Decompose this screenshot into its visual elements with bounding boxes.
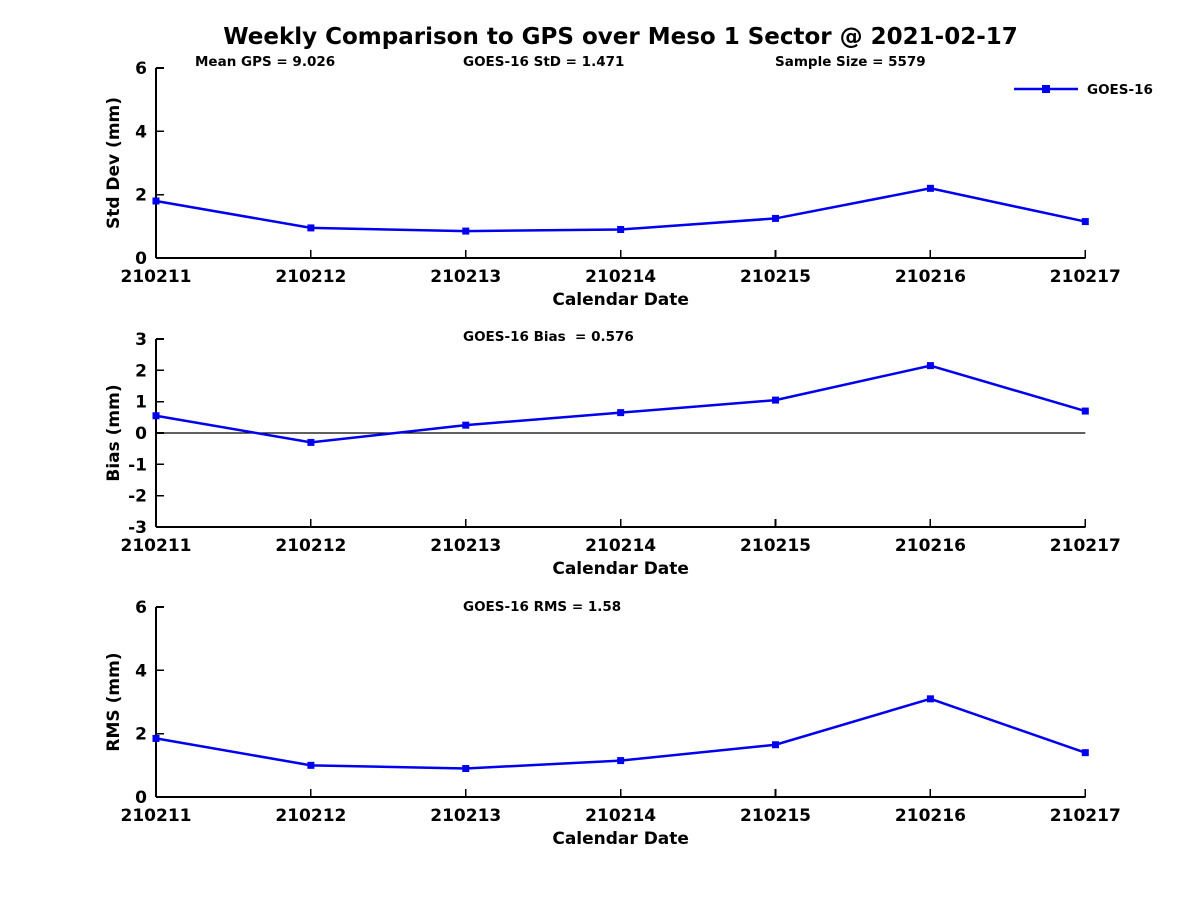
data-point-marker xyxy=(926,695,934,703)
data-point-marker xyxy=(617,409,625,417)
x-tick-label: 210216 xyxy=(895,267,966,287)
x-tick-label: 210216 xyxy=(895,806,966,826)
legend: GOES-16 xyxy=(1014,82,1153,98)
figure-title: Weekly Comparison to GPS over Meso 1 Sec… xyxy=(223,24,1018,50)
data-point-marker xyxy=(772,214,780,222)
y-tick-label: 0 xyxy=(135,424,147,444)
y-tick-label: -2 xyxy=(128,487,147,507)
x-tick-label: 210213 xyxy=(430,806,501,826)
data-point-marker xyxy=(152,412,160,420)
y-tick-label: 4 xyxy=(135,122,147,142)
data-point-marker xyxy=(462,421,470,429)
x-axis-label: Calendar Date xyxy=(552,829,689,849)
y-tick-label: 2 xyxy=(135,186,147,206)
x-tick-label: 210216 xyxy=(895,536,966,556)
x-tick-label: 210211 xyxy=(121,267,192,287)
x-tick-label: 210215 xyxy=(740,536,811,556)
x-tick-label: 210214 xyxy=(585,806,656,826)
y-tick-label: 2 xyxy=(135,361,147,381)
y-axis-label: RMS (mm) xyxy=(104,652,124,751)
x-tick-label: 210215 xyxy=(740,806,811,826)
y-tick-label: 6 xyxy=(135,59,147,79)
data-point-marker xyxy=(772,396,780,404)
data-point-marker xyxy=(307,438,315,446)
data-point-marker xyxy=(307,761,315,769)
x-tick-label: 210217 xyxy=(1050,267,1121,287)
y-axis-label: Bias (mm) xyxy=(104,384,124,481)
y-tick-label: 2 xyxy=(135,725,147,745)
data-point-marker xyxy=(152,734,160,742)
annotation-text: Sample Size = 5579 xyxy=(775,54,926,70)
y-tick-label: -3 xyxy=(128,518,147,538)
x-tick-label: 210213 xyxy=(430,536,501,556)
y-tick-label: 1 xyxy=(135,393,147,413)
y-tick-label: 0 xyxy=(135,788,147,808)
data-point-marker xyxy=(617,757,625,765)
annotation-text: GOES-16 RMS = 1.58 xyxy=(463,599,621,615)
annotation-text: Mean GPS = 9.026 xyxy=(195,54,335,70)
x-tick-label: 210212 xyxy=(275,536,346,556)
x-tick-label: 210217 xyxy=(1050,806,1121,826)
data-point-marker xyxy=(617,226,625,233)
x-tick-label: 210214 xyxy=(585,267,656,287)
x-tick-label: 210217 xyxy=(1050,536,1121,556)
legend-label: GOES-16 xyxy=(1087,82,1153,98)
x-tick-label: 210212 xyxy=(275,267,346,287)
data-point-marker xyxy=(462,765,470,772)
subplot-bias: -3 -2 -1 0 1 2 3 210211 210212 210213 210214 210215… xyxy=(104,329,1121,579)
data-point-marker xyxy=(1081,218,1089,226)
data-point-marker xyxy=(926,184,934,192)
x-tick-label: 210211 xyxy=(121,536,192,556)
x-tick-label: 210214 xyxy=(585,536,656,556)
data-point-marker xyxy=(1081,407,1089,415)
y-axis-label: Std Dev (mm) xyxy=(104,97,124,229)
y-tick-label: 3 xyxy=(135,330,147,350)
x-tick-label: 210211 xyxy=(121,806,192,826)
x-tick-label: 210212 xyxy=(275,806,346,826)
y-tick-label: 6 xyxy=(135,598,147,618)
legend-marker xyxy=(1042,85,1050,93)
data-point-marker xyxy=(307,224,315,232)
x-axis-label: Calendar Date xyxy=(552,290,689,310)
series-line-goes-16 xyxy=(155,364,1086,444)
data-point-marker xyxy=(1081,749,1089,757)
data-point-marker xyxy=(772,741,780,749)
x-tick-label: 210215 xyxy=(740,267,811,287)
subplot-std-dev: 0 2 4 6 210211 210212 210213 210214 210215 210216… xyxy=(104,54,1153,310)
series-line-goes-16 xyxy=(155,187,1086,233)
x-axis-label: Calendar Date xyxy=(552,559,689,579)
data-point-marker xyxy=(926,362,934,370)
y-tick-label: -1 xyxy=(128,455,147,475)
data-point-marker xyxy=(152,197,160,205)
x-tick-label: 210213 xyxy=(430,267,501,287)
annotation-text: GOES-16 Bias = 0.576 xyxy=(463,329,634,345)
data-point-marker xyxy=(462,227,470,235)
subplot-rms: 0 2 4 6 210211 210212 210213 210214 210215 210216… xyxy=(104,598,1121,849)
annotation-text: GOES-16 StD = 1.471 xyxy=(463,54,624,70)
y-tick-label: 4 xyxy=(135,661,147,681)
y-tick-label: 0 xyxy=(135,249,147,269)
